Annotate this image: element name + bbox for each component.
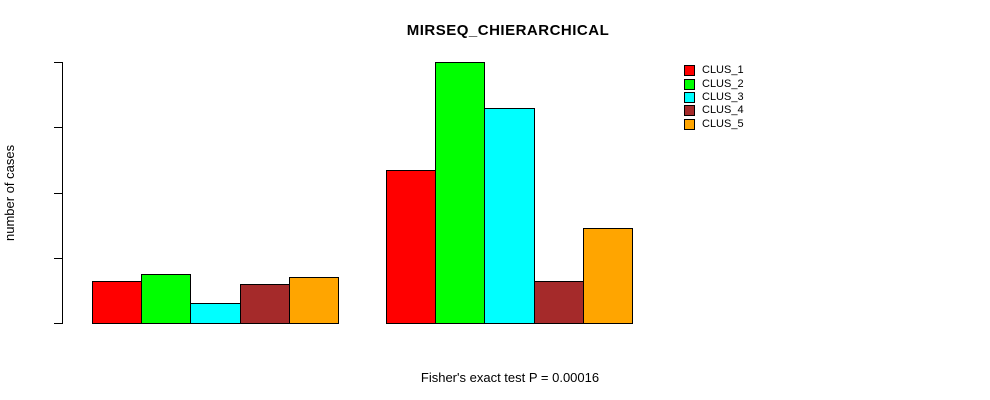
y-axis-tick [54,257,62,259]
legend-label: CLUS_4 [702,104,744,117]
y-axis-tick [54,192,62,194]
legend-item-clus_5: CLUS_5 [684,118,744,131]
bar-clus_5-group2 [582,228,633,324]
bar-clus_1-group2 [386,169,437,324]
y-axis-line [62,62,63,324]
legend-item-clus_3: CLUS_3 [684,91,744,104]
y-tick-label [36,112,50,142]
y-axis-tick [54,62,62,63]
y-tick-label [36,178,50,208]
legend-swatch-icon [684,105,695,117]
legend: CLUS_1 CLUS_2 CLUS_3 CLUS_4 CLUS_5 [684,64,744,131]
annotation-text: Fisher's exact test P = 0.00016 [420,370,600,385]
y-tick-label [36,47,50,77]
bar-clus_4-group2 [533,280,584,324]
legend-swatch-icon [684,118,695,130]
legend-label: CLUS_1 [702,64,744,77]
y-tick-label [36,308,50,338]
bar-clus_1-group1 [92,280,143,324]
y-axis-tick [54,127,62,129]
legend-item-clus_4: CLUS_4 [684,104,744,117]
legend-item-clus_1: CLUS_1 [684,64,744,77]
bar-clus_2-group2 [435,62,486,324]
bar-clus_3-group1 [190,303,241,324]
bar-clus_4-group1 [239,283,290,324]
legend-label: CLUS_2 [702,77,744,90]
legend-swatch-icon [684,78,695,90]
legend-item-clus_2: CLUS_2 [684,77,744,90]
legend-swatch-icon [684,91,695,103]
chart-title: MIRSEQ_CHIERARCHICAL [406,22,610,39]
y-tick-label [36,243,50,273]
bar-clus_2-group1 [141,274,192,324]
legend-label: CLUS_5 [702,117,744,130]
y-axis-label: number of cases [2,144,17,241]
y-axis-tick [54,323,62,324]
legend-swatch-icon [684,65,695,77]
bar-clus_3-group2 [484,107,535,324]
legend-label: CLUS_3 [702,90,744,103]
bar-clus_5-group1 [288,277,339,324]
